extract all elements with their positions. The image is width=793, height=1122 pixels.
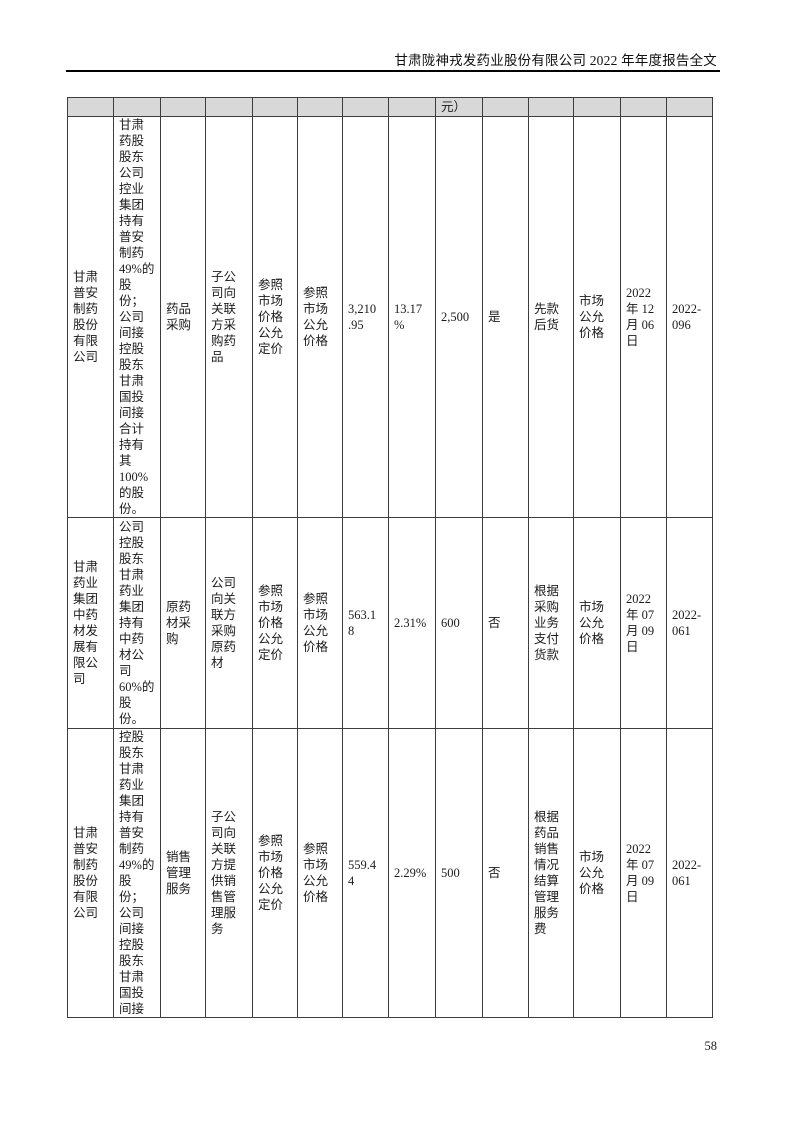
- related-party-transactions-table: 元） 甘肃 普安 制药 股份 有限 公司 甘肃 药股 股东 公司 控业 集团 持…: [67, 97, 713, 1018]
- cell-related-party: 甘肃 普安 制药 股份 有限 公司: [67, 116, 114, 518]
- cell-proportion: 13.17 %: [388, 116, 436, 518]
- header-cell: [297, 97, 343, 117]
- cell-transaction-price: 参照 市场 公允 价格: [297, 517, 343, 729]
- cell-over-quota: 否: [482, 517, 529, 729]
- cell-transaction-content: 子公 司向 关联 方提 供销 售管 理服 务: [205, 728, 253, 1018]
- cell-approved-quota: 2,500: [435, 116, 483, 518]
- cell-transaction-type: 销售 管理 服务: [160, 728, 206, 1018]
- page-header-title: 甘肃陇神戎发药业股份有限公司 2022 年年度报告全文: [394, 53, 717, 68]
- cell-pricing-principle: 参照 市场 价格 公允 定价: [252, 116, 298, 518]
- cell-transaction-amount: 563.1 8: [342, 517, 389, 729]
- cell-disclosure-date: 2022 年 07 月 09 日: [620, 728, 667, 1018]
- cell-transaction-content: 子公 司向 关联 方采 购药 品: [205, 116, 253, 518]
- header-cell: [388, 97, 436, 117]
- header-cell: [528, 97, 574, 117]
- cell-over-quota: 否: [482, 728, 529, 1018]
- cell-transaction-price: 参照 市场 公允 价格: [297, 728, 343, 1018]
- cell-disclosure-index: 2022- 096: [666, 116, 713, 518]
- header-cell: [160, 97, 206, 117]
- cell-settlement-method: 根据 药品 销售 情况 结算 管理 服务 费: [528, 728, 574, 1018]
- header-cell: [482, 97, 529, 117]
- header-cell: [620, 97, 667, 117]
- table-row: 甘肃 普安 制药 股份 有限 公司 甘肃 药股 股东 公司 控业 集团 持有 普…: [67, 116, 713, 518]
- cell-disclosure-date: 2022 年 07 月 09 日: [620, 517, 667, 729]
- cell-over-quota: 是: [482, 116, 529, 518]
- cell-approved-quota: 600: [435, 517, 483, 729]
- header-cell: [252, 97, 298, 117]
- page-number: 58: [704, 1039, 718, 1053]
- cell-transaction-content: 公司 向关 联方 采购 原药 材: [205, 517, 253, 729]
- cell-disclosure-index: 2022- 061: [666, 517, 713, 729]
- header-cell: [666, 97, 713, 117]
- cell-proportion: 2.29%: [388, 728, 436, 1018]
- cell-transaction-amount: 3,210 .95: [342, 116, 389, 518]
- cell-transaction-type: 原药 材采 购: [160, 517, 206, 729]
- cell-approved-quota: 500: [435, 728, 483, 1018]
- cell-settlement-method: 根据 采购 业务 支付 货款: [528, 517, 574, 729]
- header-cell: [67, 97, 114, 117]
- cell-relationship: 控股 股东 甘肃 药业 集团 持有 普安 制药 49%的 股 份； 公司 间接 …: [113, 728, 161, 1018]
- table-row: 甘肃 普安 制药 股份 有限 公司 控股 股东 甘肃 药业 集团 持有 普安 制…: [67, 728, 713, 1018]
- header-rule: [66, 70, 720, 72]
- cell-relationship: 公司 控股 股东 甘肃 药业 集团 持有 中药 材公 司 60%的 股 份。: [113, 517, 161, 729]
- cell-related-party: 甘肃 药业 集团 中药 材发 展有 限公 司: [67, 517, 114, 729]
- cell-market-price: 市场 公允 价格: [573, 728, 621, 1018]
- cell-disclosure-date: 2022 年 12 月 06 日: [620, 116, 667, 518]
- header-cell: [342, 97, 389, 117]
- header-cell: [113, 97, 161, 117]
- cell-market-price: 市场 公允 价格: [573, 517, 621, 729]
- header-cell: [573, 97, 621, 117]
- header-cell-unit: 元）: [435, 97, 483, 117]
- cell-transaction-type: 药品 采购: [160, 116, 206, 518]
- cell-settlement-method: 先款 后货: [528, 116, 574, 518]
- table-row: 甘肃 药业 集团 中药 材发 展有 限公 司 公司 控股 股东 甘肃 药业 集团…: [67, 517, 713, 729]
- cell-transaction-price: 参照 市场 公允 价格: [297, 116, 343, 518]
- cell-proportion: 2.31%: [388, 517, 436, 729]
- cell-transaction-amount: 559.4 4: [342, 728, 389, 1018]
- cell-pricing-principle: 参照 市场 价格 公允 定价: [252, 728, 298, 1018]
- cell-relationship: 甘肃 药股 股东 公司 控业 集团 持有 普安 制药 49%的 股 份； 公司 …: [113, 116, 161, 518]
- header-cell: [205, 97, 253, 117]
- cell-disclosure-index: 2022- 061: [666, 728, 713, 1018]
- cell-pricing-principle: 参照 市场 价格 公允 定价: [252, 517, 298, 729]
- cell-market-price: 市场 公允 价格: [573, 116, 621, 518]
- table-header-row: 元）: [67, 97, 713, 117]
- cell-related-party: 甘肃 普安 制药 股份 有限 公司: [67, 728, 114, 1018]
